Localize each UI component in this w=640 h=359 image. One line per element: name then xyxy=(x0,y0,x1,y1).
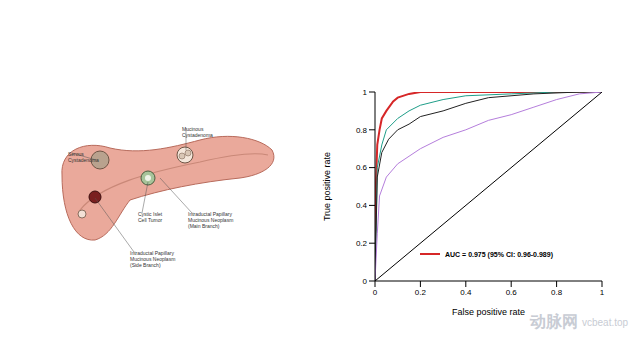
svg-text:MucinousCystadenoma: MucinousCystadenoma xyxy=(182,126,213,138)
svg-text:0.8: 0.8 xyxy=(356,126,368,135)
svg-text:0.4: 0.4 xyxy=(356,201,368,210)
svg-text:Cystic IsletCell Tumor: Cystic IsletCell Tumor xyxy=(138,211,163,223)
svg-text:False positive rate: False positive rate xyxy=(452,307,525,317)
svg-text:True positive rate: True positive rate xyxy=(322,152,332,221)
html-text:动脉网 vcbeat.top: 动脉网 vcbeat.top xyxy=(530,312,629,331)
svg-text:0: 0 xyxy=(373,288,378,297)
svg-text:0.6: 0.6 xyxy=(506,288,518,297)
svg-text:SerousCystadenoma: SerousCystadenoma xyxy=(68,151,99,163)
svg-text:0.6: 0.6 xyxy=(356,163,368,172)
html-text:AUC = 0.975 (95% CI: 0.96-0.98: AUC = 0.975 (95% CI: 0.96-0.989) xyxy=(445,250,553,258)
svg-text:Intraductal PapillaryMucinous: Intraductal PapillaryMucinous Neoplasm(M… xyxy=(188,211,233,229)
svg-text:0.8: 0.8 xyxy=(551,288,563,297)
svg-text:1: 1 xyxy=(363,88,368,97)
svg-text:0.2: 0.2 xyxy=(415,288,427,297)
svg-text:0.2: 0.2 xyxy=(356,239,368,248)
svg-text:1: 1 xyxy=(600,288,605,297)
svg-text:0.4: 0.4 xyxy=(460,288,472,297)
svg-text:0: 0 xyxy=(363,277,368,286)
svg-text:Intraductal PapillaryMucinous: Intraductal PapillaryMucinous Neoplasm(S… xyxy=(130,250,175,268)
